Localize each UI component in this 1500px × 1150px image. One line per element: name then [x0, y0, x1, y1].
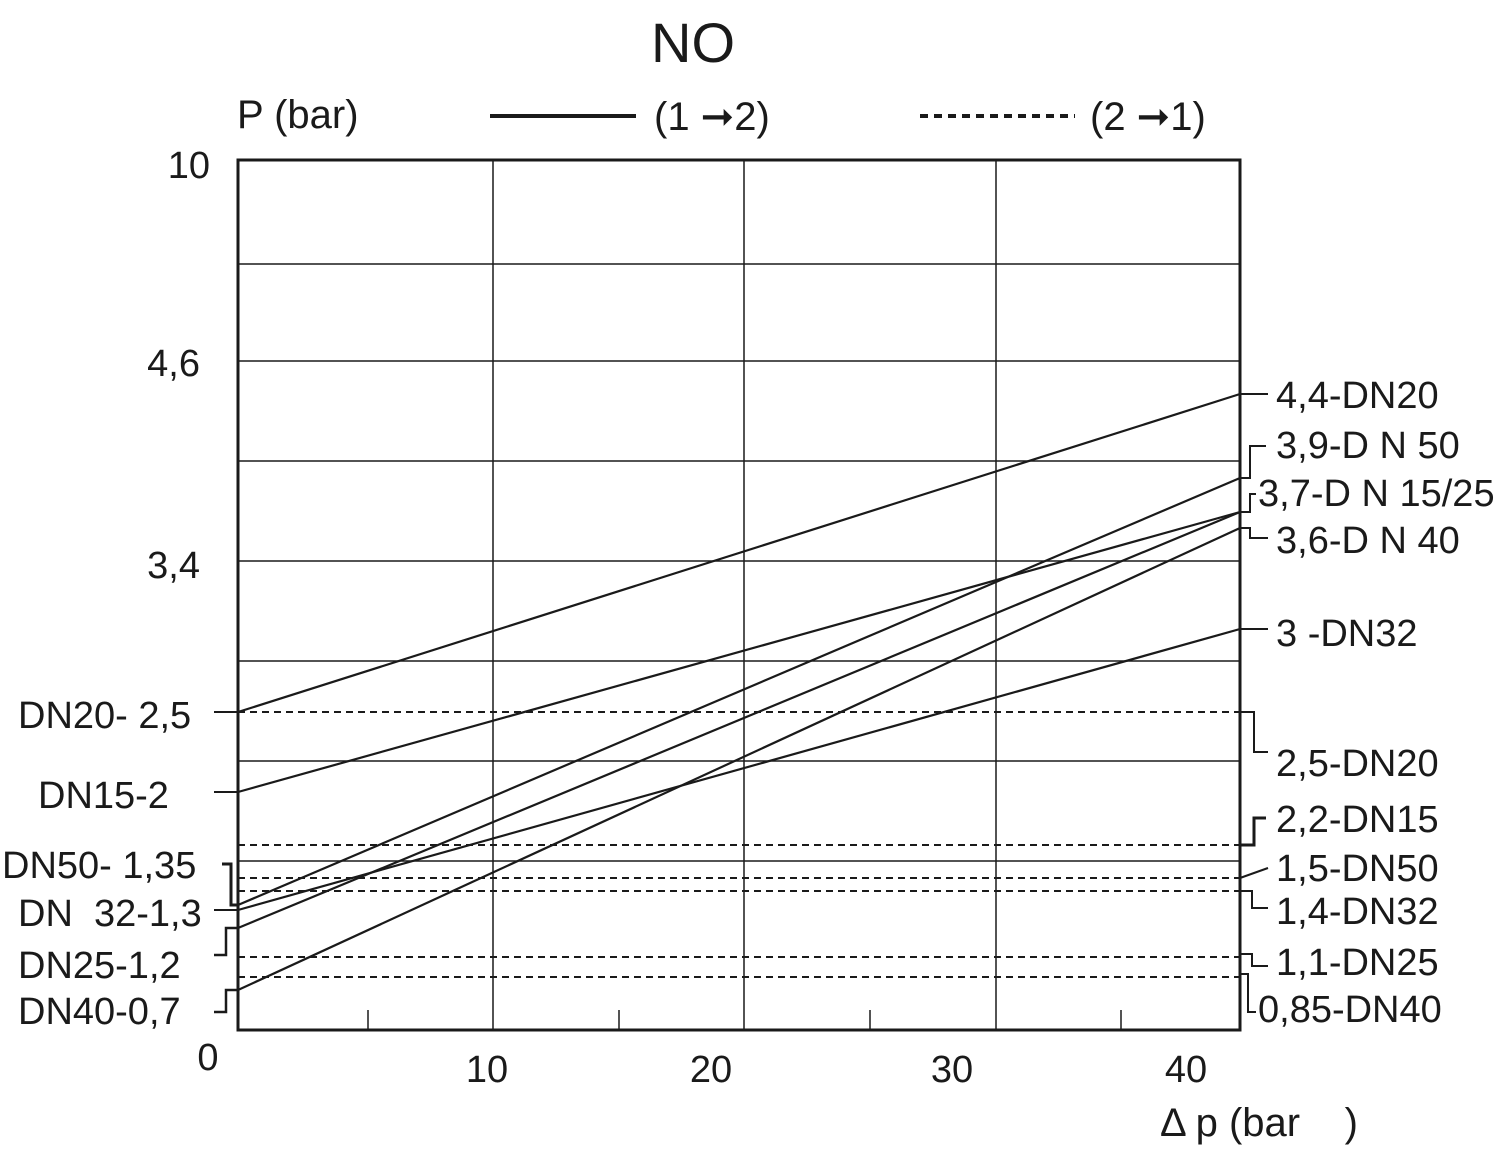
y-tick-label-4-6: 4,6: [147, 343, 200, 385]
right-label-2-2-dn15: 2,2-DN15: [1276, 799, 1439, 841]
right-label-1-4-dn32: 1,4-DN32: [1276, 891, 1439, 933]
right-label-3-9-dn50: 3,9-D N 50: [1276, 425, 1460, 467]
right-bracket-3-6-dn40: [1240, 527, 1268, 539]
left-bracket-dn50: [222, 862, 238, 907]
chart-title: NO: [651, 11, 735, 74]
right-label-4-4-dn20: 4,4-DN20: [1276, 375, 1439, 417]
left-labels: DN20- 2,5 DN15-2 DN50- 1,35 DN 32-1,3 DN…: [2, 695, 238, 1033]
left-label-dn15: DN15-2: [38, 775, 169, 817]
x-tick-label-40: 40: [1165, 1049, 1207, 1091]
y-tick-label-10: 10: [168, 145, 210, 187]
series-line-solid-dn25: [237, 510, 1241, 930]
right-label-3-6-dn40: 3,6-D N 40: [1276, 520, 1460, 562]
x-tick-label-20: 20: [690, 1049, 732, 1091]
plot-frame: [236, 158, 1242, 1032]
right-label-2-5-dn20: 2,5-DN20: [1276, 743, 1439, 785]
minor-ticks: [367, 1010, 1122, 1030]
right-bracket-2-2-dn15: [1240, 816, 1266, 847]
y-tick-label-3-4: 3,4: [147, 545, 200, 587]
series-line-solid-dn40: [237, 527, 1241, 991]
left-bracket-dn25: [214, 926, 238, 957]
left-label-dn25: DN25-1,2: [18, 945, 181, 987]
left-bracket-dn40: [214, 988, 238, 1014]
series-group: [237, 392, 1241, 991]
legend-solid-label: (1 ➞2): [654, 95, 770, 139]
left-label-dn20: DN20- 2,5: [18, 695, 191, 737]
right-leader-1-5-dn50: [1239, 867, 1269, 879]
right-bracket-3-7-dn15-25: [1240, 493, 1256, 513]
right-bracket-1-4-dn32: [1240, 890, 1268, 909]
right-label-1-5-dn50: 1,5-DN50: [1276, 848, 1439, 890]
left-label-dn50: DN50- 1,35: [2, 845, 196, 887]
right-label-0-85-dn40: 0,85-DN40: [1258, 989, 1442, 1031]
series-line-solid-dn32: [237, 627, 1241, 912]
right-label-1-1-dn25: 1,1-DN25: [1276, 942, 1439, 984]
x-tick-label-0: 0: [197, 1037, 218, 1079]
right-labels: 4,4-DN20 3,9-D N 50 3,7-D N 15/25 3,6-D …: [1239, 375, 1495, 1031]
y-axis-label: P (bar): [237, 93, 359, 137]
series-line-solid-dn15: [237, 510, 1241, 794]
right-bracket-0-85-dn40: [1240, 973, 1256, 1013]
right-bracket-2-5-dn20: [1240, 711, 1268, 753]
right-label-3-7-dn15-25: 3,7-D N 15/25: [1258, 473, 1495, 515]
x-tick-label-10: 10: [466, 1049, 508, 1091]
left-label-dn40: DN40-0,7: [18, 991, 181, 1033]
legend-dashed-label: (2 ➞1): [1090, 95, 1206, 139]
grid: [238, 160, 1240, 1030]
x-tick-label-30: 30: [931, 1049, 973, 1091]
right-bracket-3-9-dn50: [1240, 445, 1266, 479]
x-axis-label: Δ p (bar ): [1160, 1101, 1358, 1145]
series-line-solid-dn20: [237, 392, 1241, 714]
left-label-dn32: DN 32-1,3: [18, 893, 202, 935]
series-line-solid-dn50: [237, 476, 1241, 907]
right-bracket-1-1-dn25: [1240, 953, 1268, 967]
right-label-3-dn32: 3 -DN32: [1276, 613, 1418, 655]
